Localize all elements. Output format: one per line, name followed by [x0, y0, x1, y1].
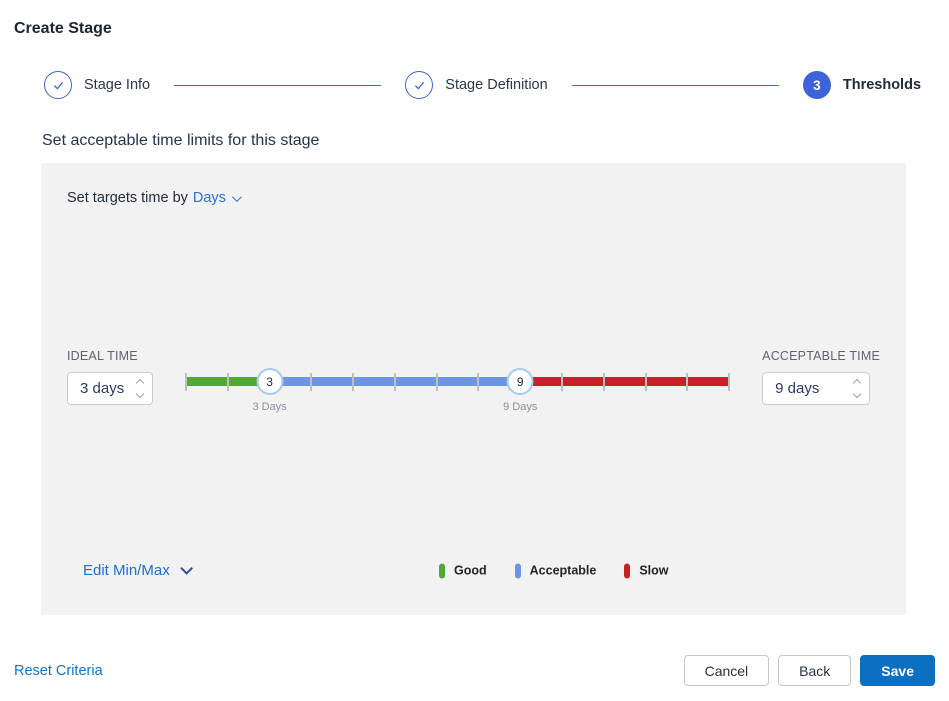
slider-tick [226, 372, 229, 391]
slider-tick [352, 372, 355, 391]
edit-minmax-toggle[interactable]: Edit Min/Max [83, 562, 193, 579]
ideal-time-value: 3 days [80, 380, 125, 397]
slider-tick [686, 372, 689, 391]
slider-tick [393, 372, 396, 391]
stepper-connector [174, 84, 382, 86]
legend-item-good: Good [439, 563, 487, 578]
ideal-time-label: IDEAL TIME [67, 349, 138, 363]
acceptable-color-swatch [514, 563, 521, 578]
step-stage-definition[interactable]: Stage Definition [405, 71, 548, 99]
footer-buttons: Cancel Back Save [683, 655, 935, 686]
segment-slow [520, 377, 730, 386]
slider-tick [477, 372, 480, 391]
slider-tick [435, 372, 438, 391]
stepper: Stage Info Stage Definition 3 Thresholds [44, 71, 921, 99]
step-label: Stage Definition [445, 77, 548, 93]
threshold-slider[interactable]: 3 3 Days 9 9 Days [185, 368, 731, 423]
slider-tick [185, 372, 187, 391]
spinner-up-icon[interactable] [852, 378, 862, 388]
step-number-badge: 3 [802, 71, 831, 99]
time-limits-row: IDEAL TIME 3 days 3 3 Days 9 9 Days ACCEPTA… [67, 349, 880, 423]
acceptable-time-label: ACCEPTABLE TIME [762, 349, 880, 363]
acceptable-time-col: ACCEPTABLE TIME 9 days [762, 349, 880, 405]
thresholds-panel: Set targets time by Days IDEAL TIME 3 da… [41, 163, 906, 615]
slider-tick [644, 372, 647, 391]
legend-label: Slow [639, 563, 669, 578]
ideal-handle[interactable]: 3 [256, 368, 284, 395]
legend-item-slow: Slow [624, 563, 669, 578]
chevron-down-icon [179, 562, 193, 575]
stepper-connector [571, 84, 779, 86]
acceptable-handle[interactable]: 9 [506, 368, 534, 395]
step-complete-check-icon [405, 71, 434, 99]
legend-label: Good [454, 563, 487, 578]
section-heading: Set acceptable time limits for this stag… [42, 132, 320, 149]
slider-track: 3 3 Days 9 9 Days [185, 368, 731, 413]
slider-tick [310, 372, 313, 391]
targets-unit-value: Days [192, 190, 226, 206]
spinner-down-icon[interactable] [852, 389, 862, 399]
cancel-button[interactable]: Cancel [683, 655, 770, 686]
ideal-handle-label: 3 Days [252, 401, 287, 413]
step-label: Thresholds [842, 77, 922, 93]
save-button[interactable]: Save [860, 655, 935, 686]
legend-label: Acceptable [529, 563, 597, 578]
slider-tick [728, 372, 731, 391]
acceptable-time-input[interactable]: 9 days [762, 372, 871, 405]
edit-minmax-label: Edit Min/Max [83, 562, 170, 579]
dialog-footer: Reset Criteria Cancel Back Save [14, 655, 935, 686]
reset-criteria-link[interactable]: Reset Criteria [14, 662, 103, 679]
good-color-swatch [439, 563, 445, 578]
step-complete-check-icon [44, 71, 72, 99]
spinner-down-icon[interactable] [135, 389, 145, 399]
step-stage-info[interactable]: Stage Info [44, 71, 150, 99]
legend-item-acceptable: Acceptable [514, 563, 597, 578]
panel-bottom-row: Edit Min/Max Good Acceptable Slow [67, 562, 880, 579]
ideal-time-spinners [135, 373, 145, 404]
ideal-time-col: IDEAL TIME 3 days [67, 349, 153, 405]
ideal-time-input[interactable]: 3 days [67, 372, 153, 405]
create-stage-dialog: Create Stage Stage Info Stage Definition… [14, 20, 935, 686]
targets-unit-dropdown[interactable]: Days [192, 190, 242, 206]
step-thresholds[interactable]: 3 Thresholds [802, 71, 922, 99]
slider-tick [602, 372, 605, 391]
slider-tick [561, 372, 564, 391]
page-title: Create Stage [14, 20, 112, 37]
acceptable-time-value: 9 days [775, 380, 820, 397]
slow-color-swatch [624, 563, 631, 578]
spinner-up-icon[interactable] [135, 378, 145, 388]
acceptable-handle-label: 9 Days [503, 401, 538, 413]
chevron-down-icon [231, 191, 242, 202]
legend: Good Acceptable Slow [439, 563, 669, 578]
back-button[interactable]: Back [778, 655, 852, 686]
acceptable-time-spinners [852, 373, 862, 404]
step-label: Stage Info [84, 77, 151, 93]
targets-label: Set targets time by [67, 190, 188, 206]
targets-row: Set targets time by Days [67, 190, 880, 206]
